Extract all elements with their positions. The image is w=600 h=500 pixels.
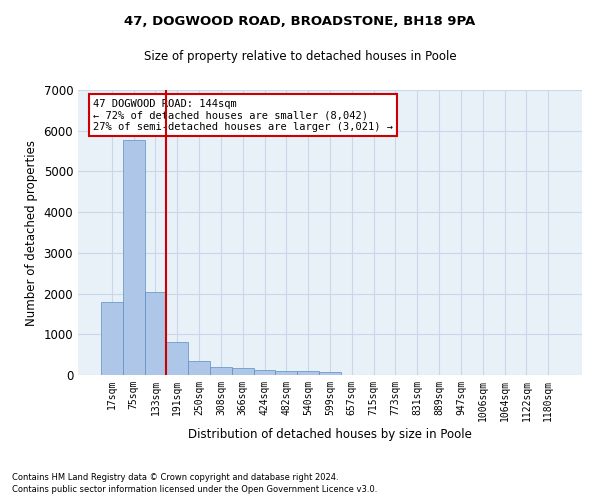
Bar xyxy=(232,368,254,375)
Bar xyxy=(210,367,232,375)
Text: Contains HM Land Registry data © Crown copyright and database right 2024.: Contains HM Land Registry data © Crown c… xyxy=(12,473,338,482)
Y-axis label: Number of detached properties: Number of detached properties xyxy=(25,140,38,326)
Text: Contains public sector information licensed under the Open Government Licence v3: Contains public sector information licen… xyxy=(12,486,377,494)
Bar xyxy=(188,361,210,375)
Bar xyxy=(145,292,166,375)
Bar xyxy=(166,342,188,375)
Text: 47 DOGWOOD ROAD: 144sqm
← 72% of detached houses are smaller (8,042)
27% of semi: 47 DOGWOOD ROAD: 144sqm ← 72% of detache… xyxy=(93,98,393,132)
Text: 47, DOGWOOD ROAD, BROADSTONE, BH18 9PA: 47, DOGWOOD ROAD, BROADSTONE, BH18 9PA xyxy=(124,15,476,28)
Bar xyxy=(101,302,123,375)
Bar xyxy=(275,371,297,375)
Bar xyxy=(254,370,275,375)
Bar xyxy=(123,140,145,375)
X-axis label: Distribution of detached houses by size in Poole: Distribution of detached houses by size … xyxy=(188,428,472,441)
Bar xyxy=(297,371,319,375)
Text: Size of property relative to detached houses in Poole: Size of property relative to detached ho… xyxy=(143,50,457,63)
Bar xyxy=(319,372,341,375)
